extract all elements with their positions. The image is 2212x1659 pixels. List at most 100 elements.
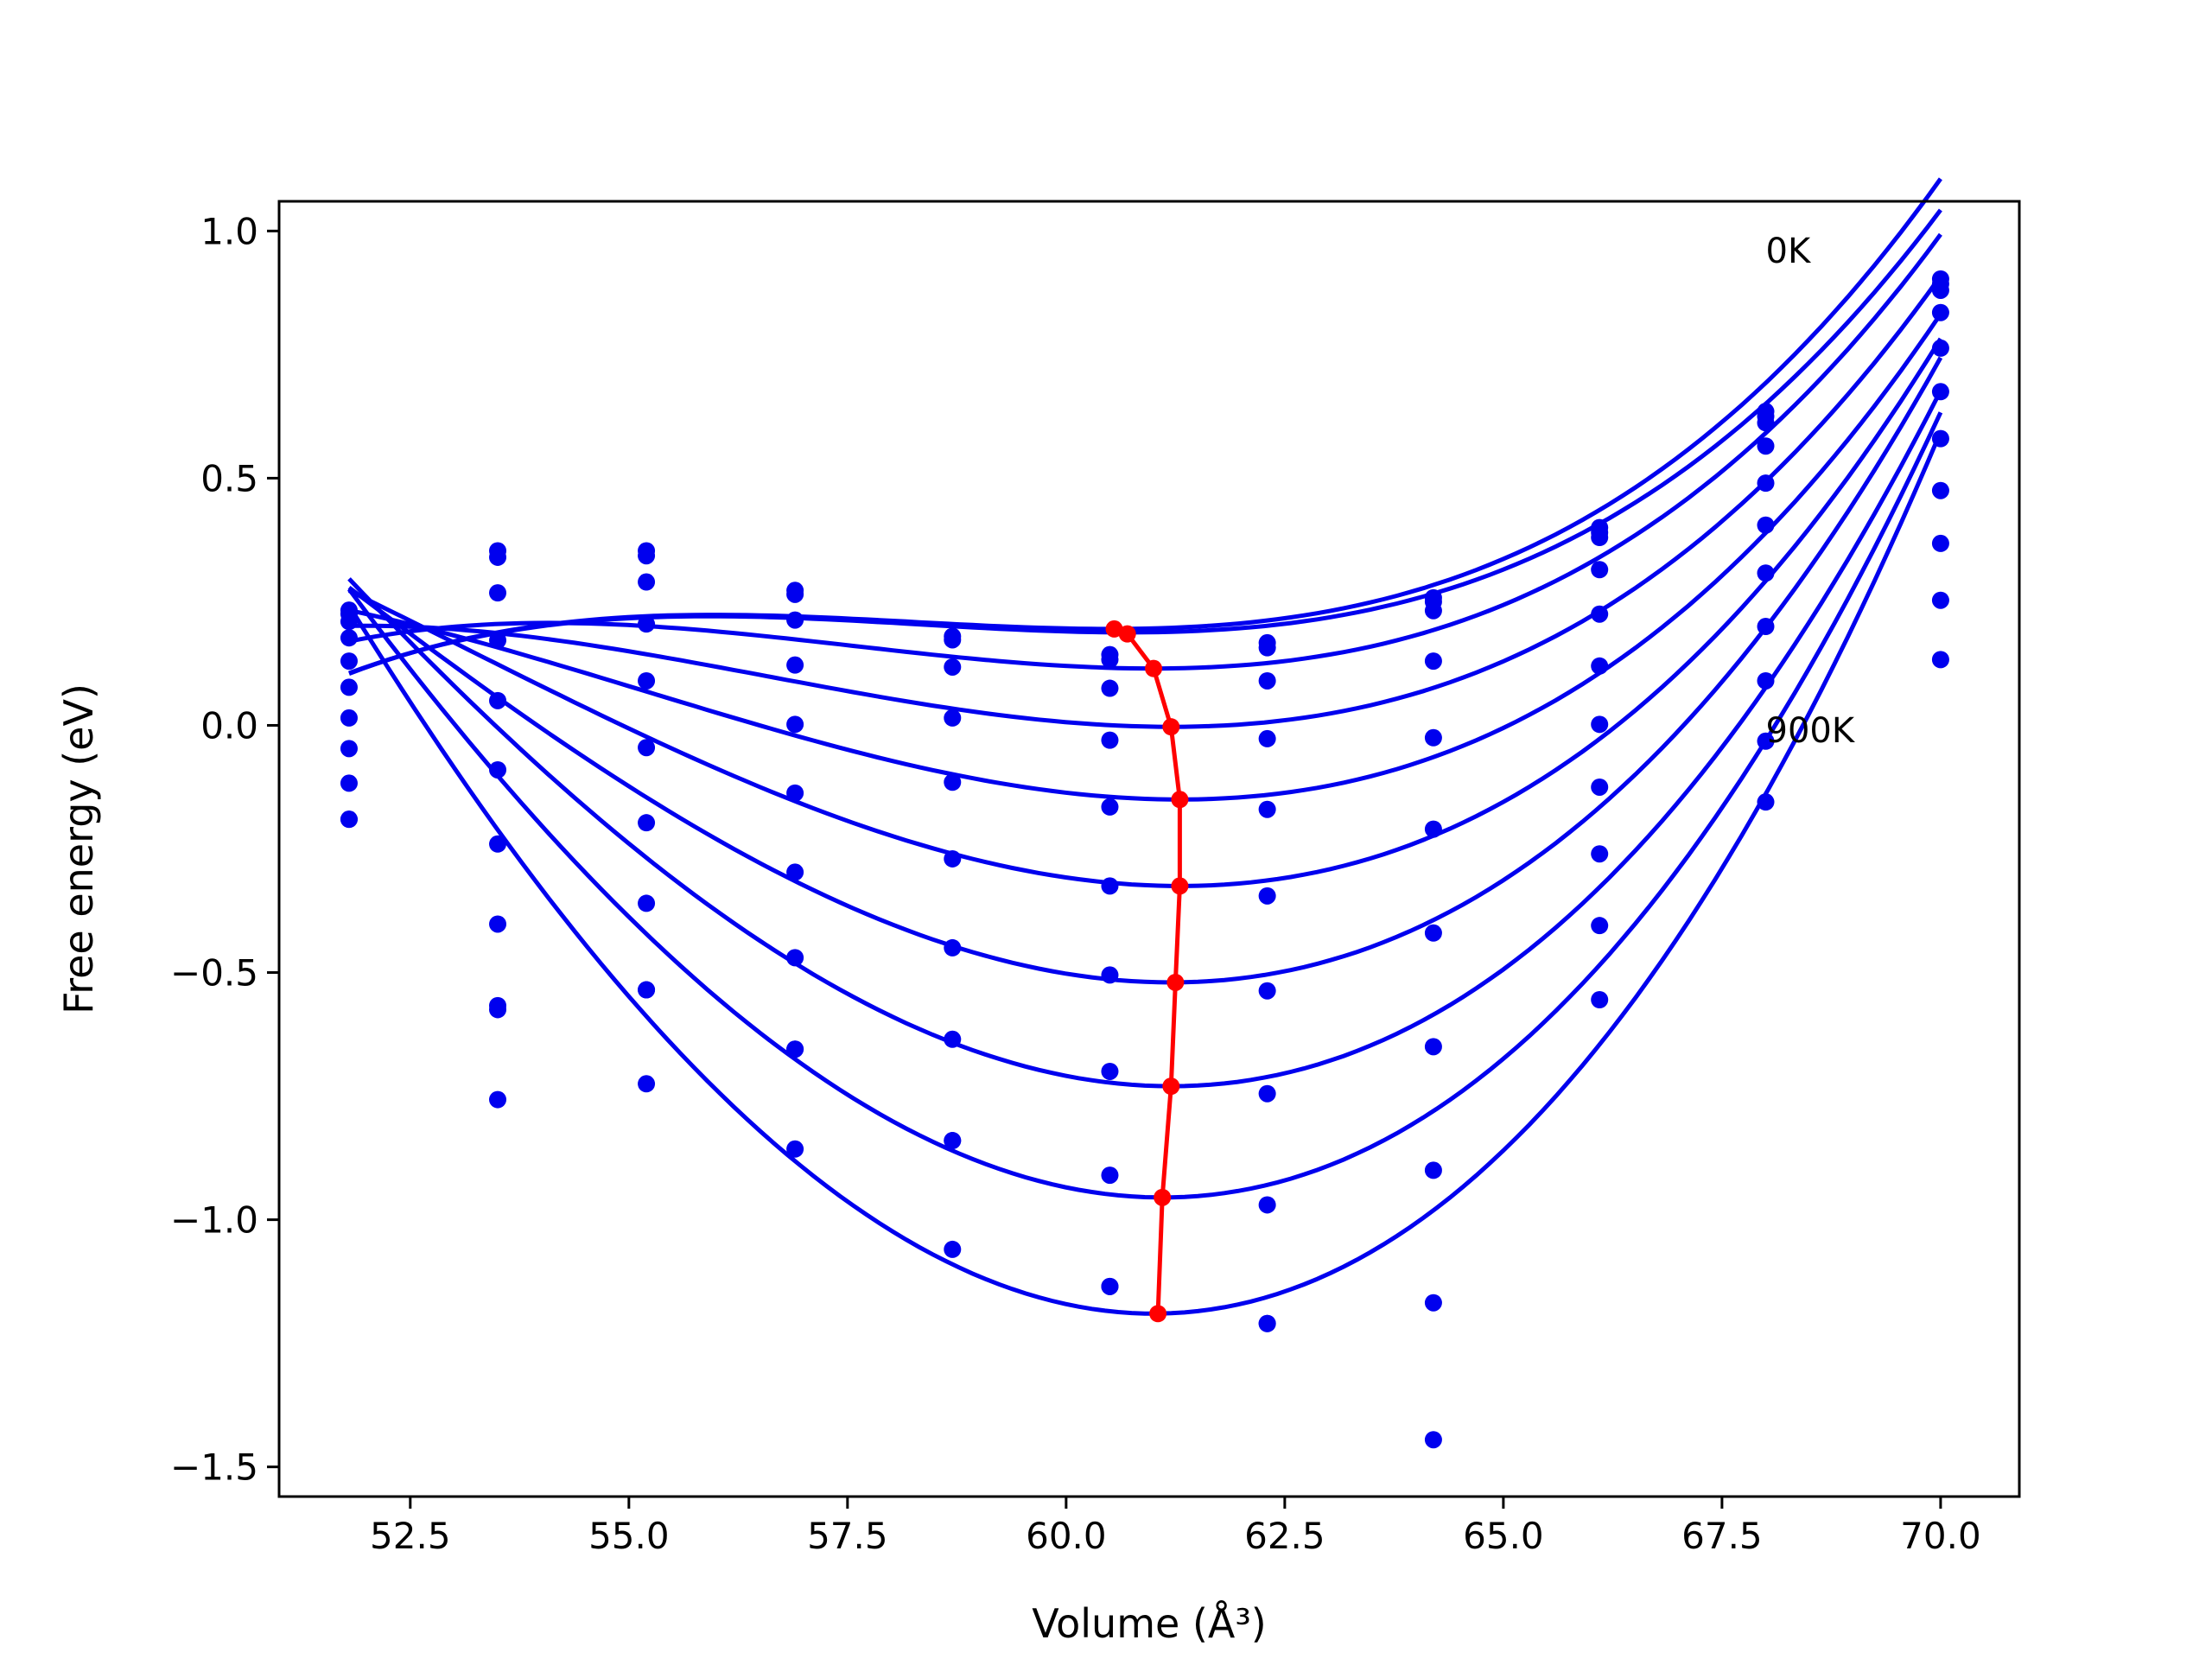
- y-tick-label: 1.0: [200, 210, 258, 252]
- data-point-9-4: [944, 1240, 962, 1258]
- minimum-path-line: [1113, 626, 1182, 1314]
- data-point-4-5: [1101, 798, 1119, 816]
- data-point-7-0: [340, 740, 358, 758]
- fitted-curve-7: [347, 390, 1943, 1089]
- minimum-point-2: [1145, 659, 1163, 677]
- fitted-curve-9: [346, 430, 1943, 1316]
- data-point-6-3: [786, 863, 804, 881]
- data-points: [340, 270, 1949, 1449]
- minimum-point-0: [1105, 620, 1123, 638]
- data-point-6-0: [340, 709, 358, 727]
- data-point-9-7: [1424, 1294, 1442, 1312]
- data-point-9-10: [1931, 591, 1949, 609]
- fitted-curve-3: [348, 274, 1942, 729]
- data-point-5-9: [1757, 516, 1775, 534]
- data-point-10-0: [340, 810, 358, 829]
- data-point-4-9: [1757, 474, 1775, 493]
- data-point-4-7: [1424, 728, 1442, 747]
- data-point-5-4: [944, 849, 962, 868]
- data-point-5-10: [1931, 383, 1949, 401]
- data-point-10-9: [1757, 793, 1775, 811]
- y-tick-label: 0.0: [200, 704, 258, 747]
- data-point-10-10: [1931, 651, 1949, 669]
- data-point-8-0: [340, 774, 358, 792]
- data-point-8-5: [1101, 1166, 1119, 1185]
- data-point-8-6: [1258, 1196, 1276, 1214]
- y-tick-label: −0.5: [170, 952, 258, 995]
- data-point-3-8: [1591, 561, 1609, 579]
- minimum-point-4: [1171, 791, 1189, 809]
- data-point-7-8: [1591, 778, 1609, 796]
- data-point-10-4: [944, 1132, 962, 1150]
- data-point-10-7: [1424, 1431, 1442, 1449]
- data-point-8-7: [1424, 1161, 1442, 1179]
- fitted-curve-1: [348, 208, 1942, 676]
- data-point-7-9: [1757, 618, 1775, 636]
- annotation-0: 0K: [1766, 232, 1812, 271]
- minimum-point-1: [1118, 625, 1136, 643]
- data-point-2-4: [944, 658, 962, 676]
- minimum-point-8: [1154, 1188, 1172, 1206]
- x-tick-label: 60.0: [1026, 1515, 1107, 1557]
- data-point-6-1: [489, 835, 507, 853]
- data-point-3-10: [1931, 303, 1949, 321]
- fitted-curve-2: [348, 232, 1942, 671]
- data-point-9-2: [638, 1075, 656, 1093]
- data-point-4-1: [489, 691, 507, 709]
- data-point-1-1: [489, 548, 507, 566]
- fitted-curve-4: [348, 312, 1942, 802]
- data-point-9-9: [1757, 732, 1775, 750]
- x-tick-label: 65.0: [1463, 1515, 1544, 1557]
- data-point-4-6: [1258, 800, 1276, 818]
- fitted-curve-0: [348, 177, 1942, 676]
- data-point-6-8: [1591, 715, 1609, 734]
- data-point-6-2: [638, 814, 656, 832]
- data-point-4-3: [786, 715, 804, 734]
- data-point-3-5: [1101, 731, 1119, 749]
- data-point-3-4: [944, 709, 962, 727]
- data-point-4-8: [1591, 605, 1609, 623]
- data-point-1-5: [1101, 651, 1119, 669]
- data-point-2-10: [1931, 281, 1949, 299]
- data-point-7-4: [944, 1030, 962, 1048]
- y-tick-label: −1.5: [170, 1446, 258, 1489]
- data-point-1-3: [786, 585, 804, 603]
- minimum-point-3: [1162, 718, 1180, 736]
- data-point-7-2: [638, 894, 656, 912]
- plot-frame: [277, 200, 2021, 1498]
- data-point-4-4: [944, 773, 962, 791]
- y-axis: 1.0 0.5 0.0 −0.5 −1.0 −1.5: [170, 210, 279, 1489]
- x-tick-label: 70.0: [1900, 1515, 1981, 1557]
- data-point-10-2: [638, 981, 656, 999]
- data-point-4-0: [340, 652, 358, 671]
- data-point-6-5: [1101, 966, 1119, 984]
- data-point-3-6: [1258, 729, 1276, 747]
- data-point-5-0: [340, 678, 358, 696]
- annotations: 0K 900K: [1766, 232, 1856, 751]
- data-point-7-6: [1258, 1084, 1276, 1103]
- data-point-8-10: [1931, 534, 1949, 552]
- x-tick-label: 55.0: [588, 1515, 670, 1557]
- data-point-2-1: [489, 584, 507, 602]
- data-point-3-3: [786, 656, 804, 674]
- data-point-2-6: [1258, 671, 1276, 690]
- minimum-point-9: [1149, 1305, 1167, 1323]
- x-axis-label: Volume (Å³): [1032, 1600, 1267, 1647]
- y-tick-label: 0.5: [200, 457, 258, 499]
- data-point-6-4: [944, 938, 962, 957]
- data-point-2-5: [1101, 679, 1119, 697]
- data-point-3-2: [638, 615, 656, 633]
- data-point-10-6: [1258, 1314, 1276, 1332]
- data-point-2-7: [1424, 601, 1442, 620]
- data-point-2-0: [340, 613, 358, 631]
- fitted-curve-5: [347, 337, 1943, 888]
- data-point-4-10: [1931, 339, 1949, 357]
- data-point-2-8: [1591, 529, 1609, 547]
- x-tick-label: 67.5: [1681, 1515, 1763, 1557]
- x-tick-label: 52.5: [370, 1515, 451, 1557]
- data-point-3-0: [340, 629, 358, 647]
- data-point-5-7: [1424, 820, 1442, 838]
- data-point-5-1: [489, 760, 507, 779]
- data-point-2-3: [786, 611, 804, 629]
- data-point-8-8: [1591, 845, 1609, 863]
